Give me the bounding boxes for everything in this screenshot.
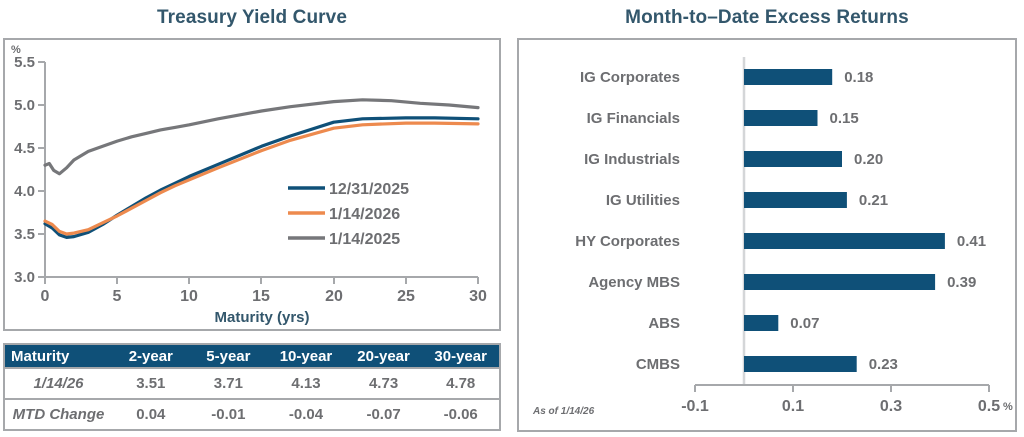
x-tick: 0.5 — [978, 398, 1000, 415]
bars: IG Corporates 0.18 IG Financials 0.15 IG Ind… — [575, 69, 986, 373]
series-line — [43, 121, 480, 236]
table-cell: -0.07 — [366, 406, 401, 423]
bar-value-label: 0.20 — [854, 151, 883, 168]
excess-returns-title: Month-to–Date Excess Returns — [625, 7, 909, 28]
x-tick: -0.1 — [681, 398, 709, 415]
yield-curve-title: Treasury Yield Curve — [157, 7, 347, 28]
x-tick: 0.1 — [782, 398, 804, 415]
table-header-row: Maturity 2-year 5-year 10-year 20-year 3… — [4, 344, 500, 368]
x-tick: 5 — [113, 288, 122, 305]
bar-value-label: 0.23 — [869, 356, 898, 373]
table-row-label: 1/14/26 — [33, 375, 84, 392]
bar-category-label: HY Corporates — [575, 233, 680, 250]
as-of-note: As of 1/14/26 — [532, 406, 595, 417]
y-tick: 4.5 — [14, 140, 35, 157]
table-cell: 0.04 — [136, 406, 166, 423]
bar-category-label: IG Industrials — [584, 151, 680, 168]
table-cell: 3.51 — [136, 375, 166, 392]
bar-value-label: 0.41 — [957, 233, 986, 250]
table-cell: 4.78 — [446, 375, 476, 392]
table-header-cell: 20-year — [344, 344, 423, 368]
series-line — [43, 98, 480, 176]
table-header-cell: 10-year — [267, 344, 345, 368]
bar — [744, 192, 847, 208]
y-tick: 3.0 — [14, 269, 35, 286]
x-axis-label: Maturity (yrs) — [214, 309, 309, 326]
bar — [744, 233, 945, 249]
series-line — [43, 116, 480, 239]
y-tick: 3.5 — [14, 226, 35, 243]
table-header-cell: 2-year — [112, 344, 190, 368]
bar — [744, 274, 936, 290]
x-tick: 20 — [325, 288, 343, 305]
x-tick: 10 — [180, 288, 198, 305]
yield-curve-series — [43, 98, 480, 239]
bar-category-label: IG Corporates — [580, 69, 680, 86]
x-tick: 15 — [252, 288, 270, 305]
table-row: 1/14/26 3.51 3.71 4.13 4.73 4.78 — [4, 368, 500, 399]
bar-category-label: Agency MBS — [588, 274, 680, 291]
bar-category-label: IG Financials — [587, 110, 680, 127]
yield-curve-chart: % 5.5 5.0 4.5 4.0 3.5 3.0 0 5 10 15 20 2… — [3, 38, 501, 331]
chart-frame — [3, 38, 501, 331]
bar — [744, 69, 833, 85]
bar — [744, 356, 857, 372]
legend-label: 1/14/2025 — [329, 231, 400, 248]
excess-returns-chart: -0.1 0.1 0.3 0.5 % IG Corporates 0.18 IG F… — [517, 38, 1017, 432]
x-axis: 0 5 10 15 20 25 30 Maturity (yrs) — [41, 276, 487, 326]
bar — [744, 315, 779, 331]
table-cell: -0.01 — [211, 406, 246, 423]
x-tick: 0.3 — [880, 398, 902, 415]
y-axis-unit: % — [11, 44, 21, 56]
y-axis: % 5.5 5.0 4.5 4.0 3.5 3.0 — [11, 44, 46, 286]
legend-label: 1/14/2026 — [329, 206, 400, 223]
y-tick: 4.0 — [14, 183, 35, 200]
table-cell: 4.73 — [368, 375, 399, 392]
table-row: MTD Change 0.04 -0.01 -0.04 -0.07 -0.06 — [4, 399, 500, 430]
table-row-label: MTD Change — [12, 406, 105, 423]
legend-label: 12/31/2025 — [329, 181, 409, 198]
bar-value-label: 0.39 — [947, 274, 976, 291]
table-cell: 4.13 — [291, 375, 321, 392]
bar-value-label: 0.18 — [844, 69, 873, 86]
y-tick: 5.5 — [14, 54, 35, 71]
chart-frame — [517, 38, 1017, 432]
bar — [744, 110, 818, 126]
table-cell: -0.06 — [443, 406, 478, 423]
bar-category-label: IG Utilities — [606, 192, 680, 209]
x-tick: 0 — [41, 288, 50, 305]
table-cell: 3.71 — [213, 375, 243, 392]
bar-category-label: ABS — [648, 315, 680, 332]
y-tick: 5.0 — [14, 97, 35, 114]
x-axis-unit: % — [1003, 401, 1013, 413]
bar-value-label: 0.07 — [790, 315, 819, 332]
table-header-cell: 5-year — [189, 344, 268, 368]
table-cell: -0.04 — [288, 406, 324, 423]
bar-category-label: CMBS — [636, 356, 680, 373]
table-header-cell: Maturity — [4, 344, 112, 368]
legend: 12/31/2025 1/14/2026 1/14/2025 — [288, 181, 409, 248]
bar-value-label: 0.21 — [859, 192, 888, 209]
x-tick: 25 — [397, 288, 415, 305]
maturity-table: Maturity 2-year 5-year 10-year 20-year 3… — [3, 343, 501, 431]
bar — [744, 151, 842, 167]
x-tick: 30 — [469, 288, 487, 305]
table-header-cell: 30-year — [422, 344, 500, 368]
bar-value-label: 0.15 — [830, 110, 859, 127]
x-axis: -0.1 0.1 0.3 0.5 % — [681, 384, 1013, 415]
